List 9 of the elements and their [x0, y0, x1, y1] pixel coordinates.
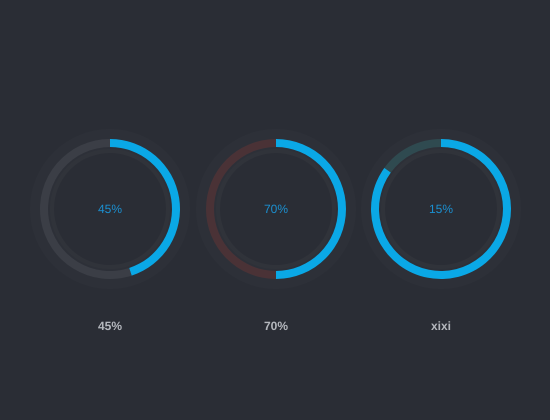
- text: 15%: [428, 202, 454, 216]
- donut-slice: [371, 139, 511, 279]
- donut-slice: [384, 139, 441, 173]
- text: 70%: [264, 319, 288, 333]
- text: xixi: [430, 319, 452, 333]
- text: 45%: [98, 202, 122, 216]
- text: 70%: [264, 202, 288, 216]
- text: 45%: [98, 319, 122, 333]
- donut-slice: [40, 139, 132, 279]
